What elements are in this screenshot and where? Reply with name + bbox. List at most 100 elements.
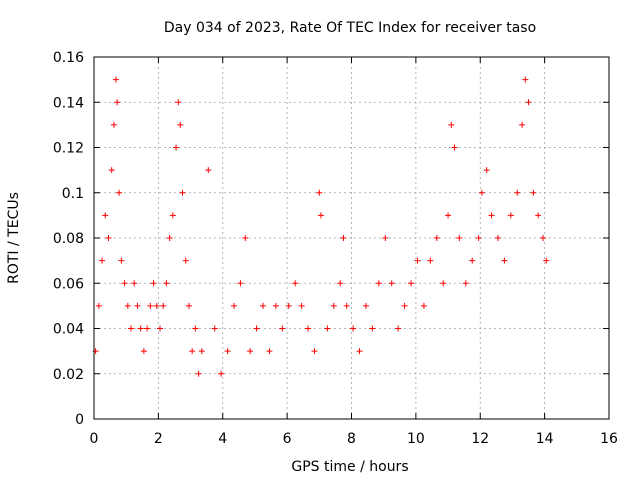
data-point [414, 257, 421, 264]
data-point [356, 348, 363, 355]
data-point [166, 235, 173, 241]
data-point [420, 302, 427, 309]
data-point [231, 302, 238, 309]
chart-title: Day 034 of 2023, Rate Of TEC Index for r… [164, 20, 536, 36]
data-point [501, 257, 508, 264]
data-point [292, 280, 299, 287]
data-point [105, 235, 112, 241]
data-point [179, 189, 186, 196]
data-point [382, 235, 389, 241]
data-point [337, 280, 344, 287]
data-point [175, 99, 182, 106]
data-point [144, 325, 151, 332]
data-points [92, 76, 550, 377]
x-tick-label: 2 [154, 431, 163, 447]
data-point [266, 348, 273, 355]
y-tick-label: 0.1 [62, 186, 84, 202]
y-tick-label: 0 [75, 412, 84, 428]
data-point [118, 257, 125, 264]
data-point [192, 325, 199, 332]
data-point [173, 144, 180, 151]
y-tick-label: 0.04 [53, 322, 84, 338]
x-tick-label: 12 [471, 431, 489, 447]
data-point [483, 167, 490, 174]
data-point [462, 280, 469, 287]
data-point [494, 235, 501, 241]
x-tick-label: 10 [407, 431, 425, 447]
data-point [150, 280, 157, 287]
data-point [102, 212, 109, 219]
y-tick-label: 0.08 [53, 231, 84, 247]
data-point [427, 257, 434, 264]
data-point [185, 302, 192, 309]
data-point [121, 280, 128, 287]
x-tick-label: 0 [90, 431, 99, 447]
data-point [205, 167, 212, 174]
x-tick-label: 4 [218, 431, 227, 447]
data-point [350, 325, 357, 332]
data-point [247, 348, 254, 355]
data-point [440, 280, 447, 287]
data-point [128, 325, 135, 332]
data-point [451, 144, 458, 151]
data-point [324, 325, 331, 332]
data-point [163, 280, 170, 287]
data-point [116, 189, 123, 196]
data-point [160, 302, 167, 309]
y-tick-label: 0.16 [53, 50, 84, 66]
data-point [330, 302, 337, 309]
data-point [530, 189, 537, 196]
data-point [317, 212, 324, 219]
y-tick-label: 0.06 [53, 276, 84, 292]
data-point [114, 99, 121, 106]
data-point [242, 235, 249, 241]
data-point [108, 167, 115, 174]
data-point [195, 370, 202, 377]
y-tick-label: 0.12 [53, 141, 84, 157]
data-point [95, 302, 102, 309]
data-point [124, 302, 131, 309]
data-point [311, 348, 318, 355]
y-tick-label: 0.14 [53, 95, 84, 111]
data-point [448, 121, 455, 128]
data-point [131, 280, 138, 287]
data-point [182, 257, 189, 264]
data-point [237, 280, 244, 287]
data-point [110, 121, 117, 128]
data-point [401, 302, 408, 309]
data-point [272, 302, 279, 309]
data-point [514, 189, 521, 196]
data-point [535, 212, 542, 219]
data-point [507, 212, 514, 219]
data-point [316, 189, 323, 196]
data-point [305, 325, 312, 332]
data-point [137, 325, 144, 332]
data-point [369, 325, 376, 332]
data-point [519, 121, 526, 128]
x-tick-label: 14 [536, 431, 554, 447]
data-point [433, 235, 440, 241]
data-point [99, 257, 106, 264]
data-point [408, 280, 415, 287]
data-point [362, 302, 369, 309]
data-point [488, 212, 495, 219]
data-point [395, 325, 402, 332]
y-tick-label: 0.02 [53, 367, 84, 383]
data-point [285, 302, 292, 309]
data-point [456, 235, 463, 241]
x-tick-label: 16 [600, 431, 618, 447]
x-tick-label: 6 [283, 431, 292, 447]
data-point [543, 257, 550, 264]
data-point [156, 325, 163, 332]
data-point [279, 325, 286, 332]
data-point [343, 302, 350, 309]
data-point [224, 348, 231, 355]
data-point [375, 280, 382, 287]
data-point [153, 302, 160, 309]
data-point [112, 76, 119, 83]
data-point [147, 302, 154, 309]
data-point [134, 302, 141, 309]
x-tick-label: 8 [347, 431, 356, 447]
data-point [253, 325, 260, 332]
